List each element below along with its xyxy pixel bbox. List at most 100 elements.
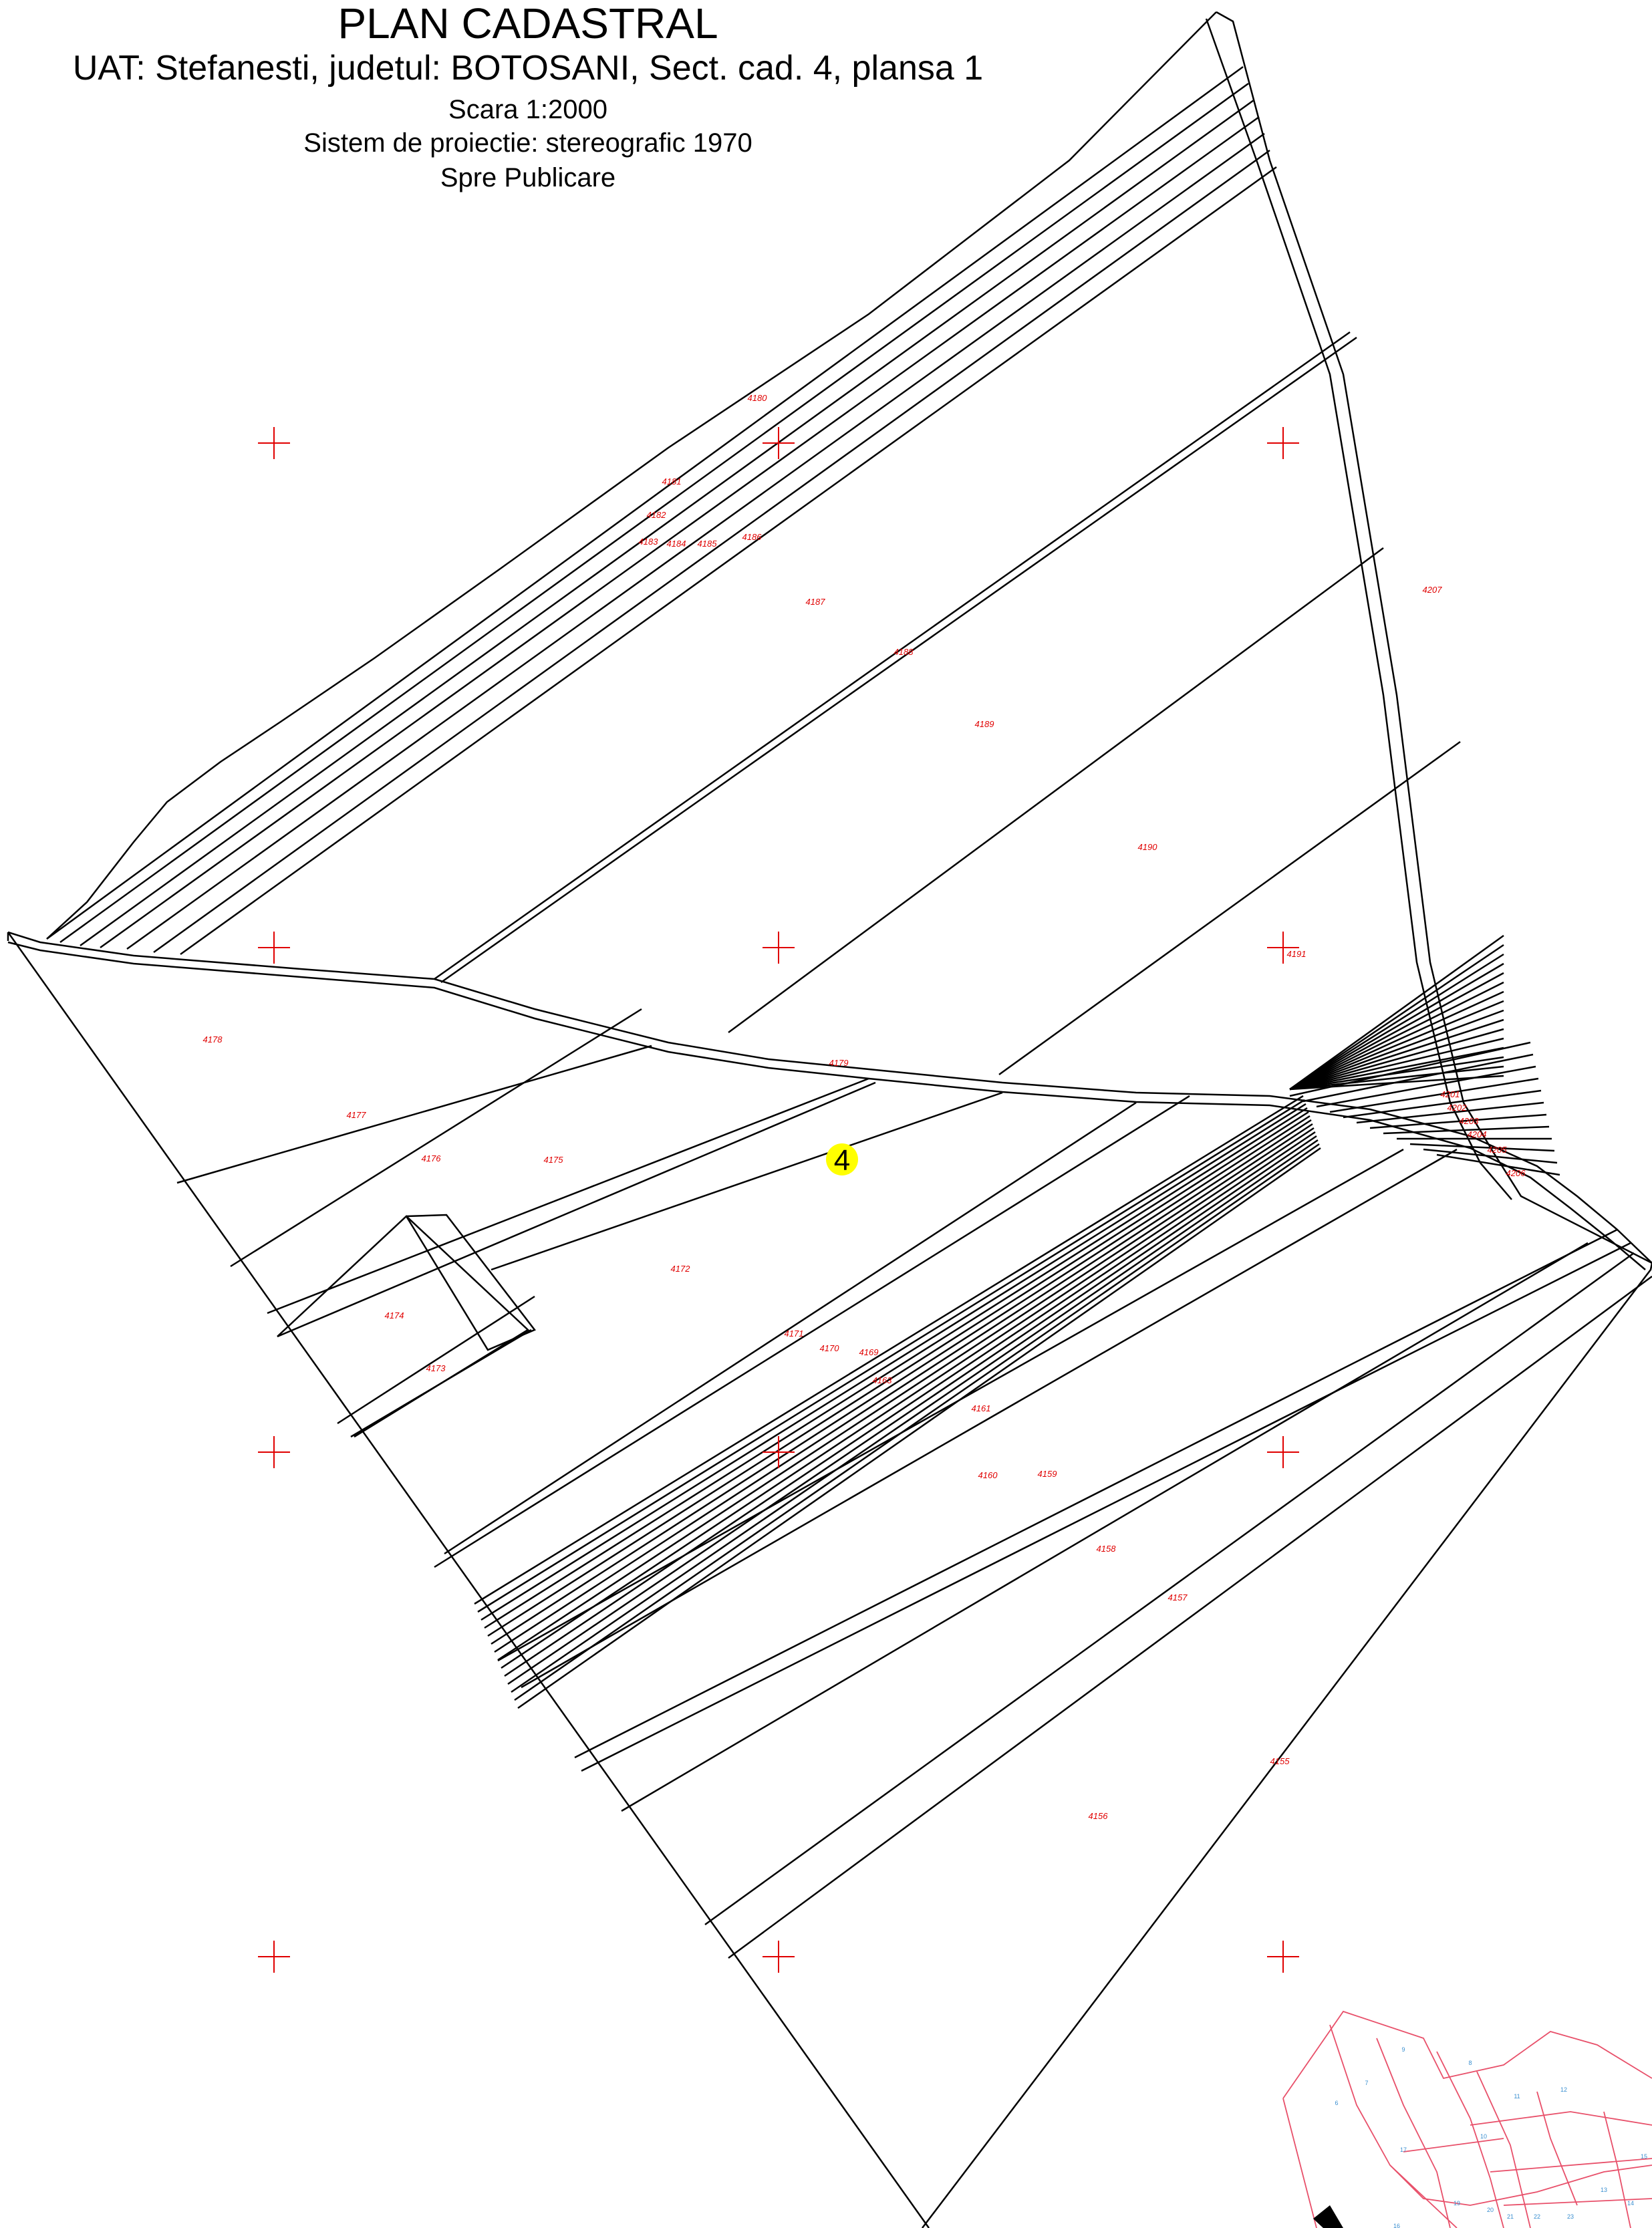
parcel-line	[491, 1091, 1003, 1271]
north-strip	[153, 149, 1270, 954]
overview-line	[1536, 2091, 1578, 2206]
east-strip	[1289, 990, 1504, 1091]
section-number: 4	[834, 1144, 850, 1177]
parcel-line	[444, 1101, 1137, 1555]
north-strip	[59, 82, 1249, 944]
parcel-line	[728, 547, 1384, 1034]
parcel-label: 4206	[1506, 1168, 1526, 1178]
south-strip	[487, 1111, 1309, 1637]
overview-line	[1389, 2165, 1458, 2228]
overview-number: 13	[1601, 2187, 1607, 2193]
parcel-label: 4186	[742, 532, 763, 542]
parcel-label: 4191	[1287, 949, 1306, 959]
overview-number: 7	[1365, 2080, 1368, 2086]
parcel-label: 4189	[975, 719, 994, 729]
parcel-line	[434, 1095, 1190, 1568]
main-road-north	[7, 931, 1652, 1264]
east-strip	[1289, 1028, 1504, 1091]
overview-line	[1282, 2098, 1317, 2228]
parcel-label: 4177	[347, 1110, 367, 1120]
overview-line	[1603, 2111, 1631, 2228]
south-strip	[511, 1139, 1319, 1693]
north-strip	[46, 65, 1244, 940]
overview-line	[1476, 2071, 1531, 2228]
east-strip	[1289, 1065, 1504, 1091]
overview-number: 10	[1480, 2133, 1487, 2140]
south-strip	[501, 1127, 1315, 1669]
parcel-label: 4179	[829, 1058, 849, 1068]
parcel-label: 4203	[1460, 1116, 1480, 1126]
parcel-line	[277, 1081, 876, 1338]
overview-line	[1403, 2138, 1504, 2152]
east-strip	[1289, 1000, 1504, 1091]
south-strip	[504, 1131, 1316, 1677]
parcel-label: 4158	[1097, 1544, 1117, 1554]
parcel-line	[337, 1295, 535, 1425]
parcel-line	[497, 1148, 1404, 1662]
parcel-line	[176, 1045, 652, 1184]
overview-number: 9	[1401, 2046, 1405, 2053]
east-strip	[1289, 1037, 1504, 1091]
map-title: PLAN CADASTRAL	[337, 0, 718, 47]
grid-crosses	[258, 427, 1299, 1973]
parcel-label: 4202	[1448, 1103, 1468, 1113]
parcel-line	[574, 1228, 1618, 1759]
south-strip	[514, 1143, 1320, 1701]
east-strip	[1289, 1047, 1504, 1091]
north-strip	[100, 116, 1260, 949]
overview-number: 16	[1393, 2223, 1400, 2228]
north-wedge-edge	[46, 11, 1217, 940]
parcel-label: 4155	[1270, 1756, 1290, 1766]
overview-number: 8	[1468, 2060, 1472, 2066]
overview-line	[1282, 2010, 1652, 2099]
parcel-label: 4156	[1089, 1811, 1109, 1821]
parcel-line	[998, 740, 1461, 1076]
map-subtitle: UAT: Stefanesti, judetul: BOTOSANI, Sect…	[72, 49, 984, 88]
south-strip	[480, 1103, 1306, 1621]
parcel-label: 4187	[806, 597, 826, 607]
overview-line	[1470, 2111, 1652, 2126]
parcel-label: 4178	[203, 1034, 223, 1045]
parcel-label: 4172	[671, 1264, 691, 1274]
section-marker	[826, 1143, 858, 1175]
parcel-label: 4188	[894, 647, 914, 657]
parcel-label: 4180	[748, 393, 768, 403]
overview-line	[1436, 2051, 1504, 2228]
east-strip-cross	[1409, 1143, 1555, 1152]
south-strip	[477, 1099, 1305, 1613]
parcel-label: 4204	[1468, 1129, 1487, 1139]
parcel-label: 4176	[422, 1153, 442, 1163]
parcel-label: 4160	[978, 1470, 998, 1480]
parcel-label: 4161	[972, 1403, 991, 1413]
parcel-line	[704, 1252, 1635, 1926]
parcel-label: 4175	[544, 1155, 564, 1165]
parcel-label: 4184	[667, 539, 686, 549]
overview-number: 14	[1627, 2200, 1634, 2207]
overview-line	[1376, 2038, 1451, 2228]
south-strip	[494, 1119, 1312, 1653]
overview-number: 19	[1454, 2200, 1460, 2207]
parcel-labels: 4180 4181 4182 4183 4184 4185 4186 4187 4188 4189…	[203, 393, 1526, 1821]
parcel-label: 4201	[1441, 1089, 1460, 1099]
east-strip-cross	[1369, 1113, 1547, 1129]
parcel-label: 4171	[785, 1329, 804, 1339]
parcel-label: 4183	[639, 537, 659, 547]
east-strip	[1289, 953, 1504, 1091]
east-strip	[1289, 972, 1504, 1091]
east-strip-cross	[1423, 1148, 1558, 1164]
east-strip	[1289, 981, 1504, 1091]
parcel-label: 4181	[662, 476, 682, 486]
overview-number: 11	[1514, 2093, 1520, 2100]
east-road-line	[1205, 18, 1512, 1200]
parcel-line	[440, 336, 1357, 984]
map-projection: Sistem de proiectie: stereografic 1970	[303, 128, 752, 158]
east-strip-cross	[1316, 1065, 1536, 1108]
east-strip-cross	[1343, 1089, 1542, 1119]
overview-number: 12	[1560, 2086, 1567, 2093]
parcel-line	[728, 1275, 1652, 1959]
parcel-line	[230, 1008, 642, 1268]
parcel-label: 4190	[1138, 842, 1158, 852]
parcel-line	[267, 1077, 869, 1314]
map-scale: Scara 1:2000	[448, 95, 607, 124]
